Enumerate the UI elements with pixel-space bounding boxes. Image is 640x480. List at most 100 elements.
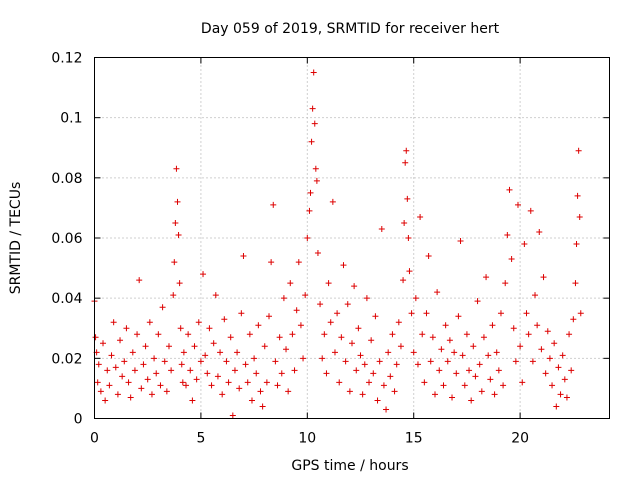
data-point — [304, 235, 311, 241]
data-point — [270, 201, 277, 208]
data-point — [340, 262, 347, 269]
data-point — [366, 379, 373, 386]
data-point — [311, 120, 318, 127]
data-point — [246, 331, 253, 338]
data-point — [417, 213, 424, 220]
data-point — [434, 289, 441, 296]
data-point — [568, 367, 575, 374]
data-point — [191, 343, 198, 350]
data-point — [242, 361, 249, 368]
data-point — [534, 322, 541, 329]
data-point — [566, 331, 573, 338]
data-point — [449, 394, 456, 401]
data-point — [368, 337, 375, 344]
data-point — [506, 186, 513, 193]
data-point — [474, 298, 481, 305]
data-point — [483, 274, 490, 281]
data-point — [163, 388, 170, 395]
x-tick-label: 10 — [298, 431, 316, 447]
data-point — [372, 313, 379, 320]
data-point — [370, 370, 377, 377]
data-point — [283, 346, 290, 353]
data-point — [248, 397, 255, 404]
data-point — [346, 388, 353, 395]
data-point — [403, 147, 410, 154]
data-point — [217, 349, 224, 356]
data-point — [200, 271, 207, 278]
data-point — [389, 331, 396, 338]
data-point — [272, 358, 279, 365]
data-point — [387, 373, 394, 380]
data-point — [359, 391, 366, 398]
data-point — [127, 394, 134, 401]
data-point — [576, 213, 583, 220]
data-point — [219, 391, 226, 398]
y-tick-label: 0.04 — [51, 291, 82, 307]
data-point — [302, 292, 309, 299]
data-point — [466, 367, 473, 374]
data-point — [110, 319, 117, 326]
data-point — [94, 379, 101, 386]
data-point — [278, 370, 285, 377]
data-point — [238, 310, 245, 317]
data-point — [268, 259, 275, 266]
data-point — [485, 352, 492, 359]
data-point — [183, 382, 190, 389]
data-point — [514, 201, 521, 208]
data-point — [253, 370, 260, 377]
data-point — [251, 355, 258, 362]
data-point — [295, 259, 302, 266]
x-tick-label: 20 — [511, 431, 529, 447]
data-point — [540, 274, 547, 281]
data-point — [185, 331, 192, 338]
data-point — [119, 373, 126, 380]
data-point — [327, 319, 334, 326]
data-point — [168, 367, 175, 374]
data-point — [329, 198, 336, 205]
data-point — [470, 343, 477, 350]
data-point — [559, 352, 566, 359]
data-point — [489, 322, 496, 329]
data-point — [385, 349, 392, 356]
axis-tick-labels: 0 0.02 0.04 0.06 0.08 0.1 0.12 0 5 10 15 20 — [51, 51, 529, 447]
data-point — [189, 397, 196, 404]
data-point — [276, 334, 283, 341]
y-tick-label: 0.06 — [51, 231, 82, 247]
data-point — [553, 403, 560, 410]
data-point — [427, 358, 434, 365]
data-point — [429, 334, 436, 341]
data-point — [106, 382, 113, 389]
data-point — [577, 310, 584, 317]
data-point — [280, 295, 287, 302]
data-point — [497, 310, 504, 317]
data-point — [180, 349, 187, 356]
data-point — [114, 391, 121, 398]
data-point — [459, 352, 466, 359]
data-point — [487, 376, 494, 383]
data-point — [229, 412, 236, 419]
data-point — [391, 388, 398, 395]
data-point — [323, 370, 330, 377]
data-point — [400, 277, 407, 284]
data-point — [395, 319, 402, 326]
data-point — [285, 388, 292, 395]
data-point — [436, 367, 443, 374]
data-point — [510, 325, 517, 332]
data-point — [542, 370, 549, 377]
data-point — [512, 358, 519, 365]
data-point — [374, 397, 381, 404]
data-point — [575, 147, 582, 154]
data-point — [570, 316, 577, 323]
data-point — [336, 379, 343, 386]
data-point — [212, 292, 219, 299]
x-axis-label: GPS time / hours — [291, 458, 408, 474]
data-point — [175, 231, 182, 238]
data-point — [129, 349, 136, 356]
data-point — [263, 379, 270, 386]
y-tick-label: 0 — [74, 412, 83, 428]
data-point — [104, 367, 111, 374]
data-point — [153, 370, 160, 377]
data-point — [187, 367, 194, 374]
data-point — [504, 231, 511, 238]
